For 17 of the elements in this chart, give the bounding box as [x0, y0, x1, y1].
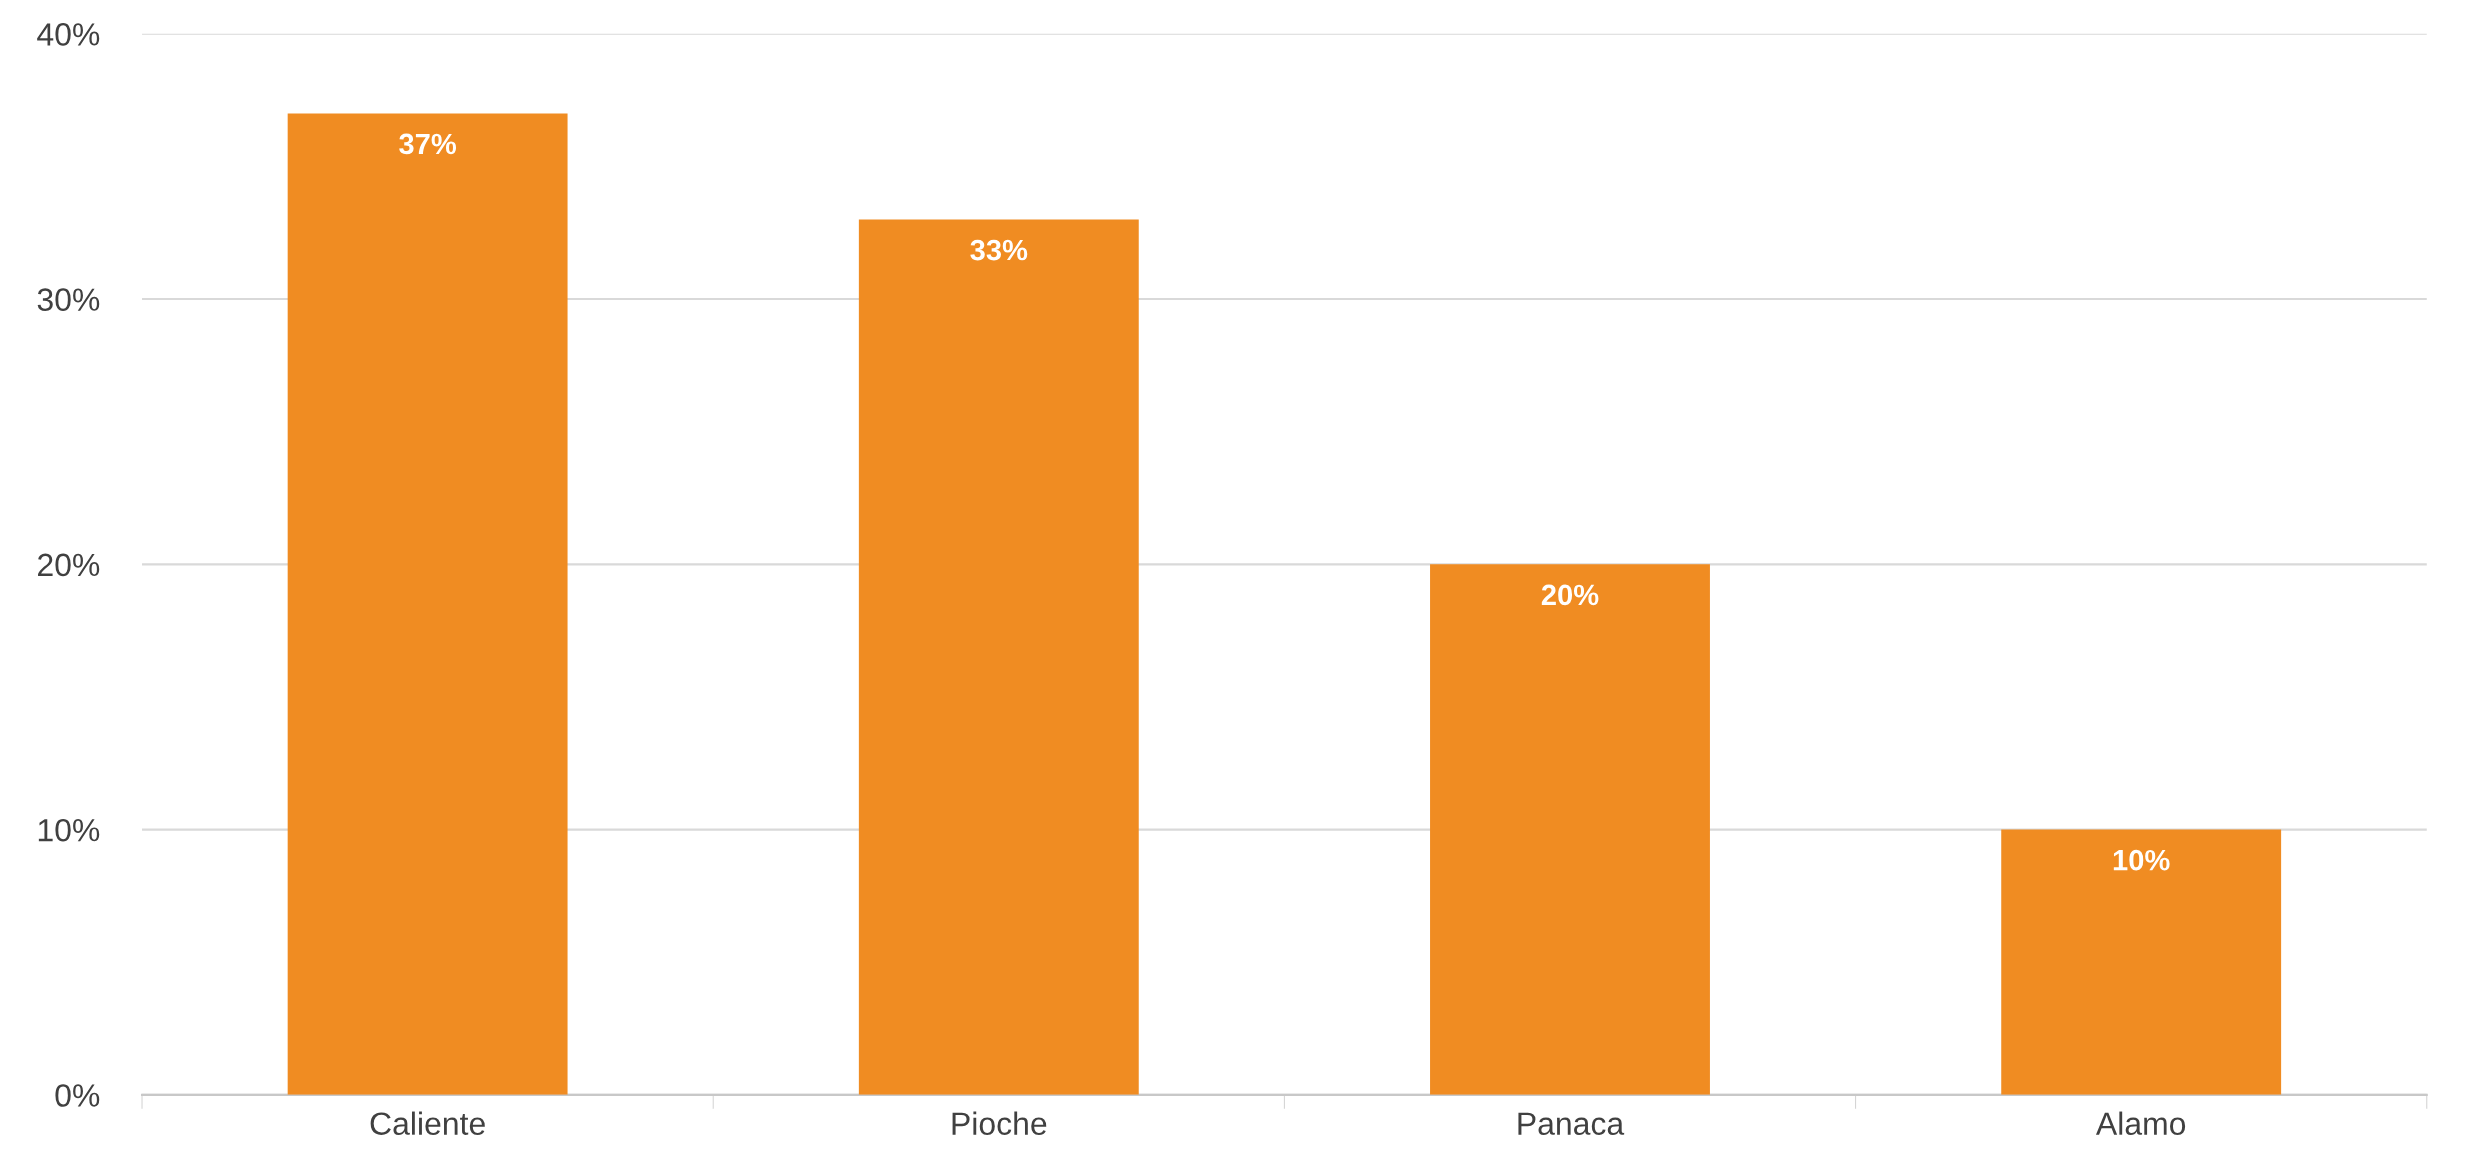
- y-tick-label: 40%: [37, 23, 100, 46]
- x-tick-label: Pioche: [952, 1111, 1047, 1135]
- data-label: 10%: [2113, 849, 2170, 871]
- y-tick-label: 30%: [37, 288, 100, 311]
- x-tick-label: Panaca: [1518, 1112, 1625, 1135]
- data-label: 37%: [399, 133, 457, 155]
- y-tick-label: 20%: [38, 553, 100, 577]
- data-label: 33%: [970, 239, 1028, 261]
- x-tick-label: Alamo: [2095, 1111, 2186, 1135]
- bar: [1430, 564, 1710, 1095]
- y-tick-label: 10%: [38, 818, 100, 842]
- bar: [287, 113, 568, 1095]
- data-label: 20%: [1541, 584, 1599, 606]
- y-tick-label: 0%: [55, 1084, 100, 1107]
- bar: [2001, 829, 2282, 1095]
- x-tick-label: Caliente: [370, 1111, 485, 1135]
- bar: [858, 219, 1139, 1095]
